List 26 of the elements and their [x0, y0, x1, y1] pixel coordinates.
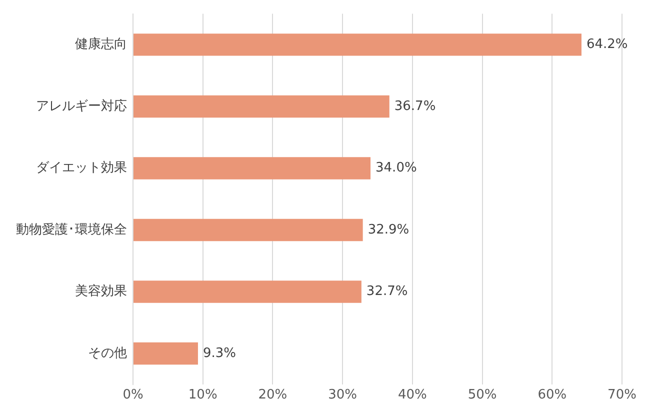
data-label: 34.0% [376, 160, 417, 176]
data-label: 36.7% [394, 98, 436, 114]
bar [134, 157, 371, 180]
bar [134, 280, 362, 303]
data-label: 32.7% [366, 284, 408, 300]
x-tick-label: 40% [398, 388, 427, 403]
x-tick-label: 20% [258, 388, 288, 403]
x-tick-label: 10% [188, 388, 218, 403]
y-tick-label: 動物愛護･環境保全 [16, 221, 127, 238]
data-label: 64.2% [586, 37, 628, 52]
y-tick-label: 美容効果 [75, 283, 127, 300]
x-tick-label: 50% [468, 388, 497, 403]
data-label: 9.3% [202, 346, 236, 361]
bar [134, 342, 198, 365]
x-tick-label: 60% [538, 388, 567, 403]
x-tick-label: 0% [122, 388, 144, 403]
bar [134, 34, 582, 56]
y-tick-label: アレルギー対応 [36, 98, 127, 114]
bar [134, 95, 390, 118]
x-tick-label: 70% [608, 388, 636, 403]
y-tick-label: 健康志向 [75, 37, 127, 52]
x-tick-label: 30% [328, 388, 358, 403]
y-tick-label: その他 [88, 346, 127, 361]
y-tick-label: ダイエット効果 [36, 160, 127, 176]
data-label: 32.9% [368, 222, 410, 238]
bar [134, 218, 363, 242]
